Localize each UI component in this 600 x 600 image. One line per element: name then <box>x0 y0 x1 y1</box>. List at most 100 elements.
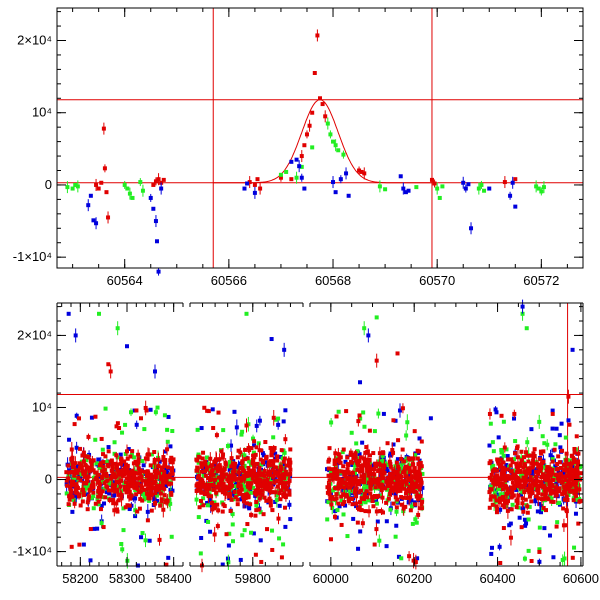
bottom-point-red <box>571 498 576 503</box>
bottom-point-red <box>221 502 226 507</box>
bottom-point-red <box>286 480 291 485</box>
bottom-ytick-label: -1×10⁴ <box>13 544 52 559</box>
bottom-point-blue <box>357 452 362 457</box>
bottom-point-red <box>100 469 105 474</box>
top-point-blue <box>331 180 336 185</box>
bottom-point-red <box>208 464 213 469</box>
bottom-point-red <box>499 477 504 482</box>
bottom-point-red <box>197 505 202 510</box>
bottom-point-red <box>393 495 398 500</box>
top-point-blue <box>294 157 299 162</box>
bottom-point-red <box>388 488 393 493</box>
bottom-point-green <box>407 463 412 468</box>
bottom-point-green <box>542 441 547 446</box>
bottom-point-blue <box>333 509 338 514</box>
bottom-outlier-blue <box>570 347 575 352</box>
bottom-point-green <box>566 465 571 470</box>
bottom-point-blue <box>278 454 283 459</box>
bottom-point-red <box>336 452 341 457</box>
top-point-blue <box>461 180 466 185</box>
bottom-point-red <box>131 461 136 466</box>
bottom-point-green <box>82 485 87 490</box>
bottom-point-red <box>88 459 93 464</box>
bottom-point-red <box>254 508 259 513</box>
bottom-point-red <box>515 467 520 472</box>
bottom-point-red <box>555 476 560 481</box>
bottom-point-red <box>212 460 217 465</box>
bottom-point-red <box>506 457 511 462</box>
bottom-point-blue <box>99 503 104 508</box>
bottom-point-red <box>212 503 217 508</box>
bottom-point-blue <box>493 407 498 412</box>
bottom-point-red <box>227 486 232 491</box>
bottom-point-red <box>348 452 353 457</box>
bottom-point-red <box>334 492 339 497</box>
bottom-point-green <box>120 430 125 435</box>
bottom-point-red <box>265 471 270 476</box>
bottom-point-red <box>199 484 204 489</box>
bottom-point-red <box>329 502 334 507</box>
bottom-point-blue <box>539 504 544 509</box>
bottom-point-red <box>377 461 382 466</box>
bottom-point-red <box>101 460 106 465</box>
bottom-point-red <box>347 485 352 490</box>
bottom-point-blue <box>507 523 512 528</box>
bottom-point-red <box>119 468 124 473</box>
top-point-green <box>75 184 80 189</box>
bottom-point-blue <box>228 467 233 472</box>
bottom-point-red <box>374 495 379 500</box>
bottom-point-red <box>404 491 409 496</box>
bottom-point-blue <box>201 467 206 472</box>
top-point-blue <box>466 182 471 187</box>
bottom-point-red <box>119 471 124 476</box>
bottom-point-red <box>576 521 581 526</box>
bottom-point-red <box>112 508 117 513</box>
bottom-point-red <box>212 506 217 511</box>
bottom-point-red <box>407 470 412 475</box>
bottom-point-red <box>500 495 505 500</box>
bottom-point-red <box>278 464 283 469</box>
bottom-point-green <box>168 501 173 506</box>
bottom-point-red <box>262 481 267 486</box>
bottom-point-red <box>542 476 547 481</box>
bottom-point-red <box>208 471 213 476</box>
bottom-point-red <box>230 483 235 488</box>
bottom-point-green <box>240 429 245 434</box>
bottom-point-red <box>97 482 102 487</box>
bottom-point-red <box>487 505 492 510</box>
bottom-point-red <box>111 486 116 491</box>
bottom-point-green <box>330 488 335 493</box>
bottom-point-red <box>399 495 404 500</box>
bottom-point-red <box>88 465 93 470</box>
top-point-green <box>341 152 346 157</box>
bottom-point-red <box>419 480 424 485</box>
bottom-point-red <box>380 468 385 473</box>
bottom-point-red <box>541 505 546 510</box>
bottom-point-green <box>149 452 154 457</box>
top-point-green <box>325 121 330 126</box>
bottom-point-red <box>127 470 132 475</box>
bottom-point-red <box>73 461 78 466</box>
bottom-point-red <box>206 486 211 491</box>
bottom-point-red <box>370 499 375 504</box>
bottom-point-red <box>74 484 79 489</box>
bottom-point-red <box>203 473 208 478</box>
bottom-point-red <box>283 437 288 442</box>
bottom-point-red <box>161 457 166 462</box>
bottom-point-red <box>142 487 147 492</box>
bottom-point-red <box>221 468 226 473</box>
bottom-point-blue <box>384 465 389 470</box>
bottom-point-red <box>522 490 527 495</box>
bottom-point-red <box>80 499 85 504</box>
bottom-point-blue <box>505 454 510 459</box>
bottom-point-red <box>572 450 577 455</box>
bottom-point-red <box>164 562 169 567</box>
bottom-point-red <box>153 475 158 480</box>
bottom-point-red <box>134 484 139 489</box>
bottom-point-red <box>386 496 391 501</box>
bottom-point-red <box>497 500 502 505</box>
bottom-point-green <box>553 442 558 447</box>
bottom-point-red <box>533 474 538 479</box>
bottom-point-red <box>360 465 365 470</box>
bottom-point-red <box>279 555 284 560</box>
